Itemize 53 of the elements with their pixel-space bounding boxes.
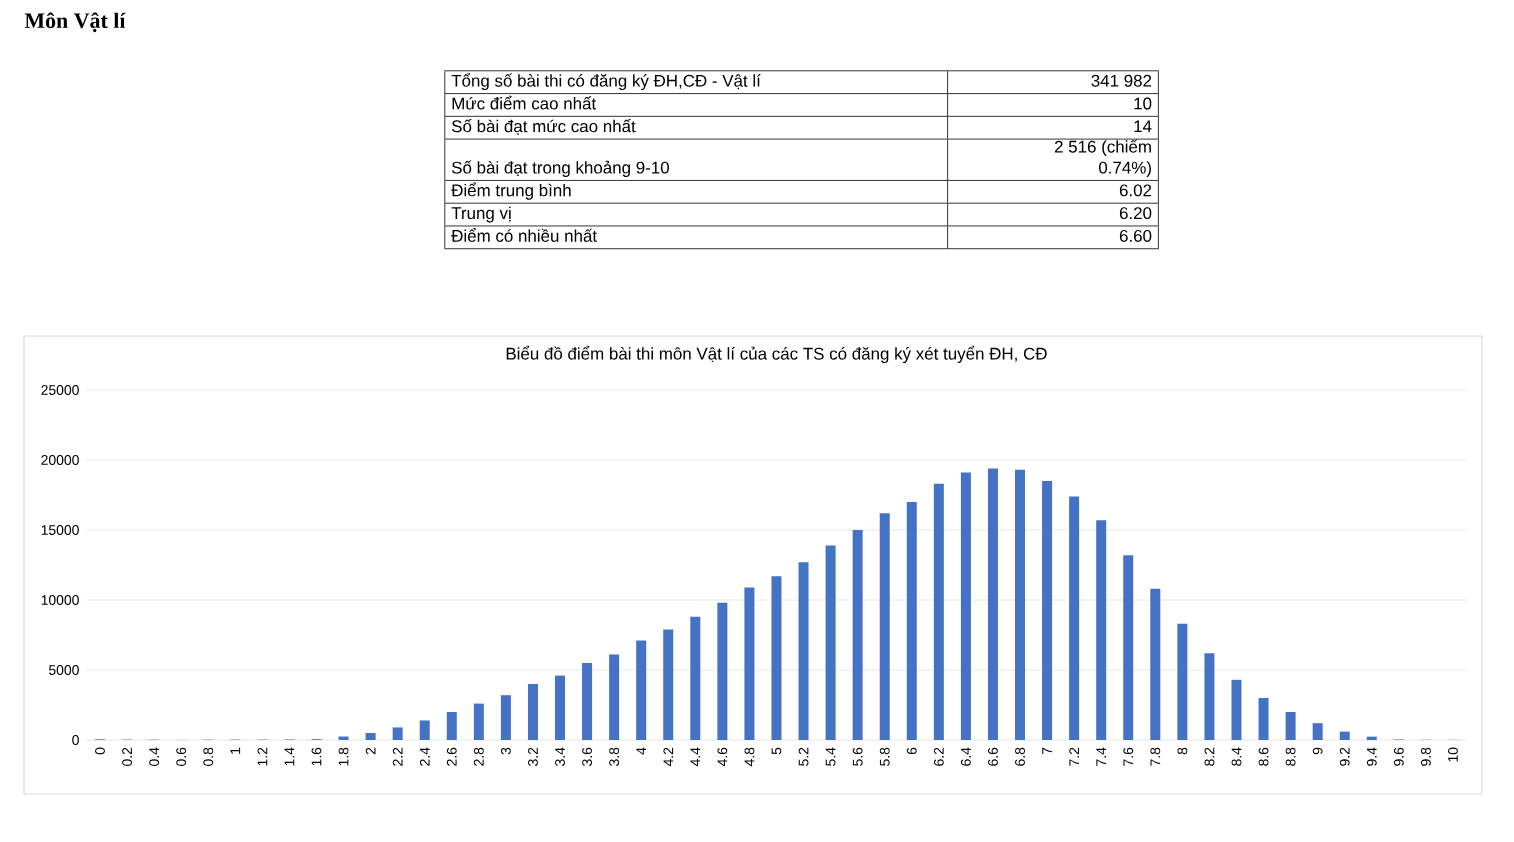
bar [987, 468, 998, 741]
bar [933, 483, 944, 741]
chart-title: Biểu đồ điểm bài thi môn Vật lí của các TS có đăng ký xét tuyển ĐH, CĐ [506, 345, 1047, 364]
text: Môn Vật lí [24, 12, 126, 33]
bar [1123, 555, 1134, 741]
bar [1339, 731, 1350, 741]
bar [1177, 623, 1188, 741]
bar [852, 530, 863, 741]
text: 341 982 [1091, 74, 1152, 87]
bar [419, 720, 430, 741]
bar [555, 675, 566, 741]
bar [798, 562, 809, 741]
bar [636, 640, 647, 741]
bar [527, 684, 538, 741]
bar [879, 513, 890, 741]
bar [365, 733, 376, 741]
text: Điểm có nhiều nhất [451, 228, 597, 242]
text: Điểm trung bình [451, 182, 571, 200]
text: Mức điểm cao nhất [452, 95, 597, 110]
bar [1150, 588, 1161, 741]
bar [1258, 698, 1269, 741]
text: 2 516 (chiếm 0.74%) [1054, 139, 1151, 177]
text: 14 [1134, 120, 1152, 133]
bar [446, 712, 457, 741]
bar [906, 502, 917, 741]
text: Trung vị [451, 206, 511, 223]
bar [1069, 496, 1080, 741]
text: 10 [1134, 97, 1152, 110]
text: Số bài đạt mức cao nhất [451, 119, 636, 135]
bar [960, 472, 971, 741]
bar [392, 727, 403, 741]
text: 6.60 [1119, 229, 1152, 242]
text: Tổng số bài thi có đăng ký ĐH,CĐ - Vật lí [451, 72, 761, 91]
bar [771, 576, 782, 741]
text: Số bài đạt trong khoảng 9-10 [451, 160, 669, 177]
bar [609, 654, 620, 741]
bar [500, 695, 511, 741]
bar [1096, 520, 1107, 741]
bar [825, 545, 836, 741]
bar [473, 703, 484, 741]
text: 6.20 [1119, 207, 1152, 220]
bar [582, 663, 593, 741]
bar [1312, 723, 1323, 741]
bar [1015, 469, 1026, 741]
bar [1204, 653, 1215, 741]
bar [744, 587, 755, 741]
bar [1042, 481, 1053, 741]
bar [1231, 679, 1242, 741]
text: 6.02 [1119, 184, 1152, 197]
bar [717, 602, 728, 741]
bar [690, 616, 701, 741]
bar [663, 629, 674, 741]
bar [1285, 712, 1296, 741]
